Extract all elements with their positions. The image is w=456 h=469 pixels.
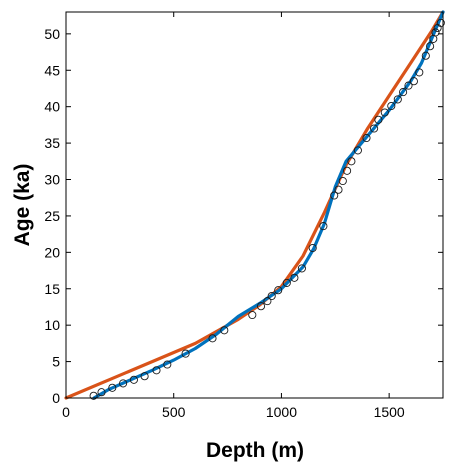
data-point	[387, 101, 396, 111]
data-point	[347, 157, 356, 166]
data-point	[140, 372, 149, 381]
data-point	[274, 286, 283, 295]
x-axis-title: Depth (m)	[206, 439, 304, 462]
data-point	[256, 302, 266, 311]
x-tick-label: 500	[162, 404, 186, 420]
x-tick-label: 0	[62, 404, 70, 420]
data-point	[119, 379, 128, 388]
y-tick-label: 15	[44, 281, 60, 297]
data-point	[330, 191, 339, 200]
data-point	[220, 326, 229, 335]
y-tick-label: 10	[44, 317, 60, 333]
data-point	[370, 124, 379, 133]
y-axis-title: Age (ka)	[11, 164, 34, 247]
data-point	[362, 133, 371, 143]
data-point	[436, 18, 445, 27]
data-point	[97, 388, 106, 397]
data-point	[431, 28, 440, 37]
y-tick-label: 35	[44, 135, 60, 151]
y-tick-label: 5	[52, 354, 60, 370]
data-point	[374, 115, 383, 124]
y-tick-label: 40	[44, 99, 60, 115]
y-tick-label: 30	[44, 172, 60, 188]
data-point	[290, 273, 299, 282]
data-point	[248, 310, 257, 320]
x-tick-label: 1000	[266, 404, 297, 420]
data-point	[338, 176, 347, 186]
y-tick-label: 20	[44, 244, 60, 260]
y-tick-label: 25	[44, 208, 60, 224]
data-point	[282, 278, 291, 287]
series-layer	[64, 10, 445, 400]
data-point	[267, 291, 276, 301]
data-point	[393, 95, 402, 104]
data-point	[426, 42, 435, 51]
y-tick-label: 0	[52, 390, 60, 406]
x-tick-label: 1500	[374, 404, 405, 420]
data-point	[399, 88, 408, 97]
data-point	[163, 360, 172, 369]
data-point	[108, 383, 117, 392]
data-point	[297, 264, 306, 273]
data-point	[129, 375, 138, 384]
data-point	[181, 349, 190, 358]
data-point	[415, 68, 424, 77]
data-point	[343, 166, 352, 175]
series-line-0	[64, 10, 445, 400]
series-line-1	[92, 10, 445, 400]
data-point	[319, 222, 328, 231]
data-point	[263, 297, 272, 306]
plot-frame	[65, 11, 444, 399]
data-point	[208, 334, 217, 343]
data-point	[334, 185, 343, 194]
data-point	[353, 146, 362, 155]
data-point	[152, 366, 161, 375]
axes-layer: 0 500 1000 1500 0 5 10 15 20 25 30 35 40 45 50	[44, 11, 444, 420]
data-point	[308, 243, 317, 253]
data-point	[89, 391, 98, 400]
data-point	[409, 77, 418, 86]
data-point	[380, 108, 389, 117]
data-point	[421, 51, 430, 60]
y-tick-label: 50	[44, 26, 60, 42]
y-tick-label: 45	[44, 62, 60, 78]
data-point	[404, 81, 413, 90]
